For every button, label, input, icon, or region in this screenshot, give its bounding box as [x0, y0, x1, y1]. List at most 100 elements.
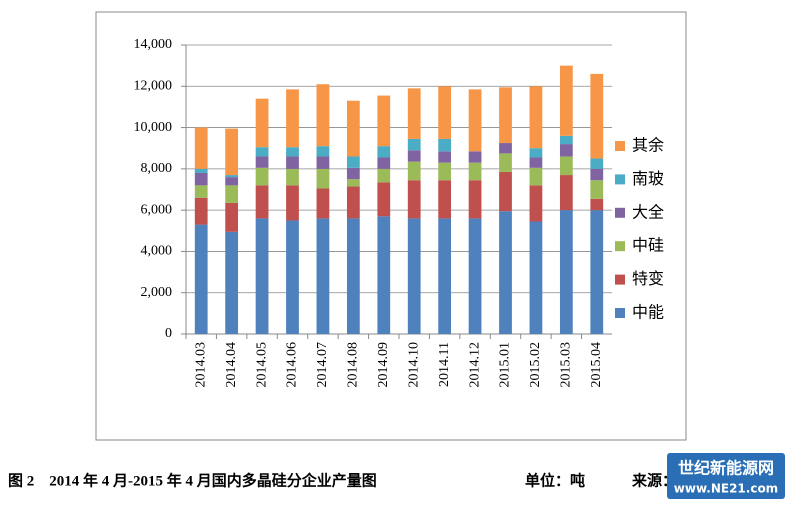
bar-segment: [316, 218, 330, 334]
bar-segment: [377, 146, 391, 158]
caption: 图 2 2014 年 4 月-2015 年 4 月国内多晶硅分企业产量图: [8, 471, 377, 489]
legend-swatch: [615, 274, 625, 285]
bar-segment: [377, 95, 391, 147]
watermark-title: 世纪新能源网: [678, 459, 774, 478]
bar-segment: [377, 216, 391, 334]
bar-segment: [438, 151, 452, 163]
y-tick-label: 0: [165, 326, 172, 341]
bar-segment: [377, 157, 391, 169]
bar-segment: [468, 180, 482, 219]
bar-segment: [590, 180, 604, 199]
x-tick-label: 2014.04: [224, 342, 239, 388]
watermark-url: www.NE21.com: [674, 482, 778, 496]
legend-swatch: [615, 174, 625, 185]
legend-label: 南玻: [632, 169, 664, 188]
x-tick-label: 2015.03: [559, 342, 574, 388]
bar-segment: [438, 138, 452, 152]
bar-segment: [225, 185, 239, 203]
bar-segment: [529, 167, 543, 186]
bar-segment: [529, 148, 543, 158]
legend-label: 中能: [632, 303, 664, 322]
bar-segment: [559, 175, 573, 211]
bar-segment: [286, 89, 299, 148]
bar-segment: [286, 156, 299, 169]
y-tick-label: 4,000: [141, 244, 173, 259]
bar-segment: [346, 218, 360, 334]
y-tick-label: 6,000: [141, 202, 173, 217]
bar-segment: [346, 100, 360, 157]
y-tick-label: 10,000: [134, 120, 173, 135]
y-tick-label: 2,000: [141, 285, 173, 300]
bar-segment: [407, 150, 421, 162]
x-tick-label: 2014.12: [467, 342, 482, 388]
bar-segment: [438, 180, 452, 219]
bar-segment: [590, 198, 604, 211]
bar-segment: [194, 224, 208, 334]
bar-segment: [316, 156, 330, 169]
watermark-box: [667, 453, 785, 499]
bar-segment: [316, 146, 330, 157]
legend-swatch: [615, 241, 625, 252]
bar-segment: [559, 156, 573, 176]
legend-label: 其余: [632, 136, 664, 155]
x-tick-label: 2014.08: [346, 342, 361, 388]
bar-segment: [225, 128, 239, 176]
bar-segment: [529, 157, 543, 168]
bar-segment: [559, 144, 573, 157]
bar-segment: [286, 168, 299, 186]
x-tick-label: 2015.01: [498, 342, 513, 388]
bar-segment: [438, 218, 452, 334]
bar-segment: [468, 218, 482, 334]
bar-segment: [590, 73, 604, 159]
x-tick-label: 2014.06: [285, 342, 300, 388]
bar-segment: [194, 168, 208, 173]
x-tick-label: 2014.03: [193, 342, 208, 388]
x-tick-label: 2014.10: [406, 342, 421, 388]
bar-segment: [346, 186, 360, 219]
bar-segment: [316, 188, 330, 219]
bar-segment: [468, 162, 482, 181]
bar-segment: [194, 197, 208, 225]
x-tick-label: 2015.02: [528, 342, 543, 388]
bar-segment: [407, 180, 421, 219]
bar-segment: [255, 185, 269, 219]
x-tick-label: 2015.04: [589, 342, 604, 388]
bar-segment: [407, 218, 421, 334]
bar-segment: [316, 168, 330, 189]
source: 来源：: [631, 471, 677, 489]
bar-segment: [377, 182, 391, 217]
bar-segment: [499, 171, 512, 212]
bar-segment: [316, 84, 330, 147]
bar-segment: [194, 172, 208, 186]
bar-segment: [559, 210, 573, 334]
bar-segment: [499, 211, 512, 334]
bar-segment: [499, 153, 512, 172]
bar-segment: [590, 168, 604, 181]
x-tick-label: 2014.11: [437, 342, 452, 387]
bar-segment: [225, 231, 239, 334]
bar-segment: [194, 185, 208, 198]
bar-segment: [590, 210, 604, 334]
bar-segment: [346, 179, 360, 187]
bar-segment: [468, 89, 482, 152]
x-tick-label: 2014.09: [376, 342, 391, 388]
bar-segment: [255, 147, 269, 157]
bar-segment: [438, 86, 452, 139]
bar-segment: [499, 87, 512, 144]
bar-segment: [407, 88, 421, 139]
bar-segment: [438, 162, 452, 181]
bar-segment: [346, 156, 360, 168]
bar-segment: [225, 175, 239, 178]
chart-frame: [95, 11, 687, 441]
legend-swatch: [615, 141, 625, 151]
bar-segment: [529, 221, 543, 334]
bar-segment: [225, 202, 239, 232]
bar-segment: [286, 220, 299, 334]
legend-swatch: [615, 207, 625, 218]
y-tick-label: 14,000: [134, 37, 173, 52]
bar-segment: [255, 167, 269, 186]
bar-segment: [255, 156, 269, 168]
bar-segment: [194, 127, 208, 169]
bar-segment: [255, 98, 269, 148]
